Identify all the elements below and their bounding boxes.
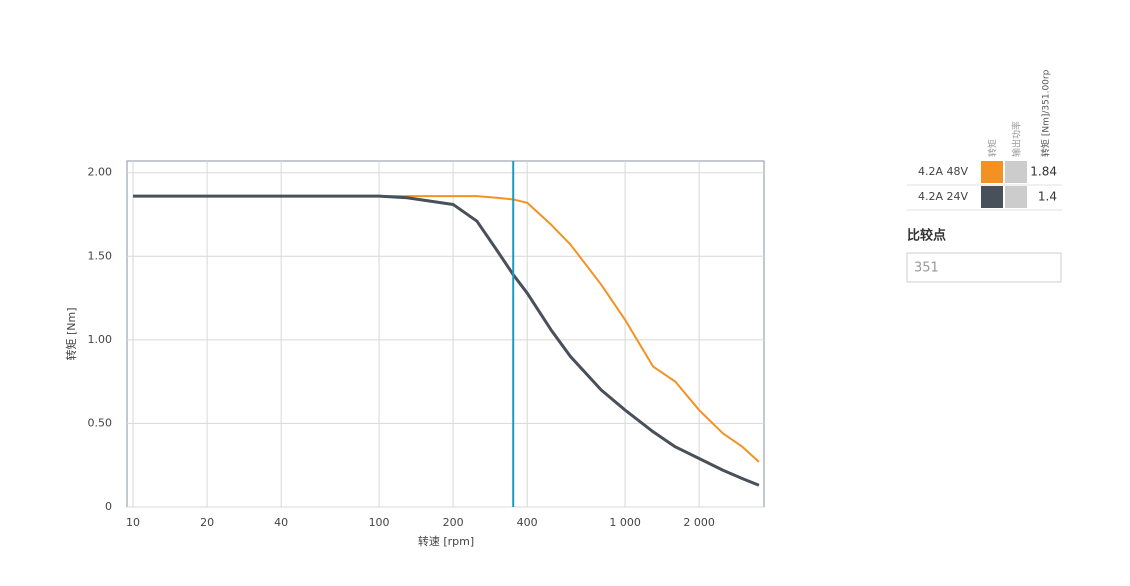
plot-frame [126,160,765,508]
compare-input-value[interactable]: 351 [914,261,939,276]
series-line [133,194,760,487]
column-header: 转矩 [987,139,999,157]
x-tick-label: 40 [274,516,288,529]
column-header: 转矩 [Nm]/351.00rp [1040,69,1052,157]
x-tick-label: 400 [517,516,538,529]
x-tick-label: 2 000 [683,516,715,529]
series-swatch [981,186,1003,208]
x-tick-label: 1 000 [609,516,641,529]
y-tick-label: 1.50 [88,249,113,262]
row-value: 1.84 [1030,165,1057,179]
row-label: 4.2A 48V [918,165,969,178]
y-tick-label: 0 [105,500,112,513]
y-tick-label: 2.00 [88,166,113,179]
y-tick-label: 0.50 [88,416,113,429]
series-line [133,195,760,463]
power-swatch [1005,161,1027,183]
compare-label: 比较点 [907,228,946,244]
y-axis-label: 转矩 [Nm] [64,307,78,360]
series-swatch [981,161,1003,183]
compare-input[interactable] [906,252,1062,283]
power-swatch [1005,186,1027,208]
column-header: 输出功率 [1011,121,1023,157]
x-tick-label: 200 [443,516,464,529]
y-tick-label: 1.00 [88,333,113,346]
x-tick-label: 100 [369,516,390,529]
x-tick-label: 10 [126,516,140,529]
row-label: 4.2A 24V [918,190,969,203]
x-axis-label: 转速 [rpm] [418,534,474,548]
x-tick-label: 20 [200,516,214,529]
row-value: 1.4 [1038,190,1057,204]
